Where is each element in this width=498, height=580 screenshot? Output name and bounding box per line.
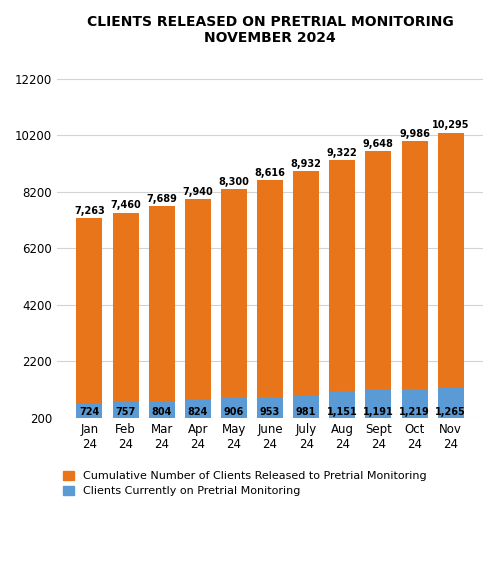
Bar (293, 171, 319, 418)
Text: 906: 906 (224, 407, 244, 417)
Bar (113, 403, 138, 418)
Bar (257, 397, 283, 418)
Bar (401, 142, 427, 418)
Bar (329, 391, 355, 418)
Text: 757: 757 (116, 407, 136, 417)
Bar (293, 396, 319, 418)
Text: 9,648: 9,648 (363, 139, 394, 148)
Text: 981: 981 (296, 407, 316, 417)
Bar (149, 206, 175, 418)
Bar (366, 390, 391, 418)
Bar (221, 189, 247, 418)
Text: 8,932: 8,932 (291, 159, 322, 169)
Bar (113, 213, 138, 418)
Text: 7,263: 7,263 (74, 206, 105, 216)
Text: 1,219: 1,219 (399, 407, 430, 417)
Bar (185, 199, 211, 418)
Bar (185, 400, 211, 418)
Bar (329, 160, 355, 418)
Text: 7,460: 7,460 (110, 201, 141, 211)
Bar (257, 180, 283, 418)
Bar (401, 389, 427, 418)
Text: 9,986: 9,986 (399, 129, 430, 139)
Text: 1,191: 1,191 (363, 407, 394, 417)
Text: 804: 804 (151, 407, 172, 417)
Bar (438, 133, 464, 418)
Bar (366, 151, 391, 418)
Text: 9,322: 9,322 (327, 148, 358, 158)
Bar (221, 398, 247, 418)
Text: 824: 824 (188, 407, 208, 417)
Text: 724: 724 (79, 407, 100, 417)
Bar (77, 403, 103, 418)
Title: CLIENTS RELEASED ON PRETRIAL MONITORING
NOVEMBER 2024: CLIENTS RELEASED ON PRETRIAL MONITORING … (87, 15, 454, 45)
Bar (77, 218, 103, 418)
Text: 7,689: 7,689 (146, 194, 177, 204)
Text: 1,151: 1,151 (327, 407, 358, 417)
Text: 1,265: 1,265 (435, 407, 466, 417)
Text: 10,295: 10,295 (432, 120, 470, 130)
Bar (149, 401, 175, 418)
Text: 8,616: 8,616 (254, 168, 285, 178)
Text: 8,300: 8,300 (219, 177, 249, 187)
Legend: Cumulative Number of Clients Released to Pretrial Monitoring, Clients Currently : Cumulative Number of Clients Released to… (63, 470, 426, 496)
Text: 953: 953 (260, 407, 280, 417)
Text: 7,940: 7,940 (182, 187, 213, 197)
Bar (438, 388, 464, 418)
